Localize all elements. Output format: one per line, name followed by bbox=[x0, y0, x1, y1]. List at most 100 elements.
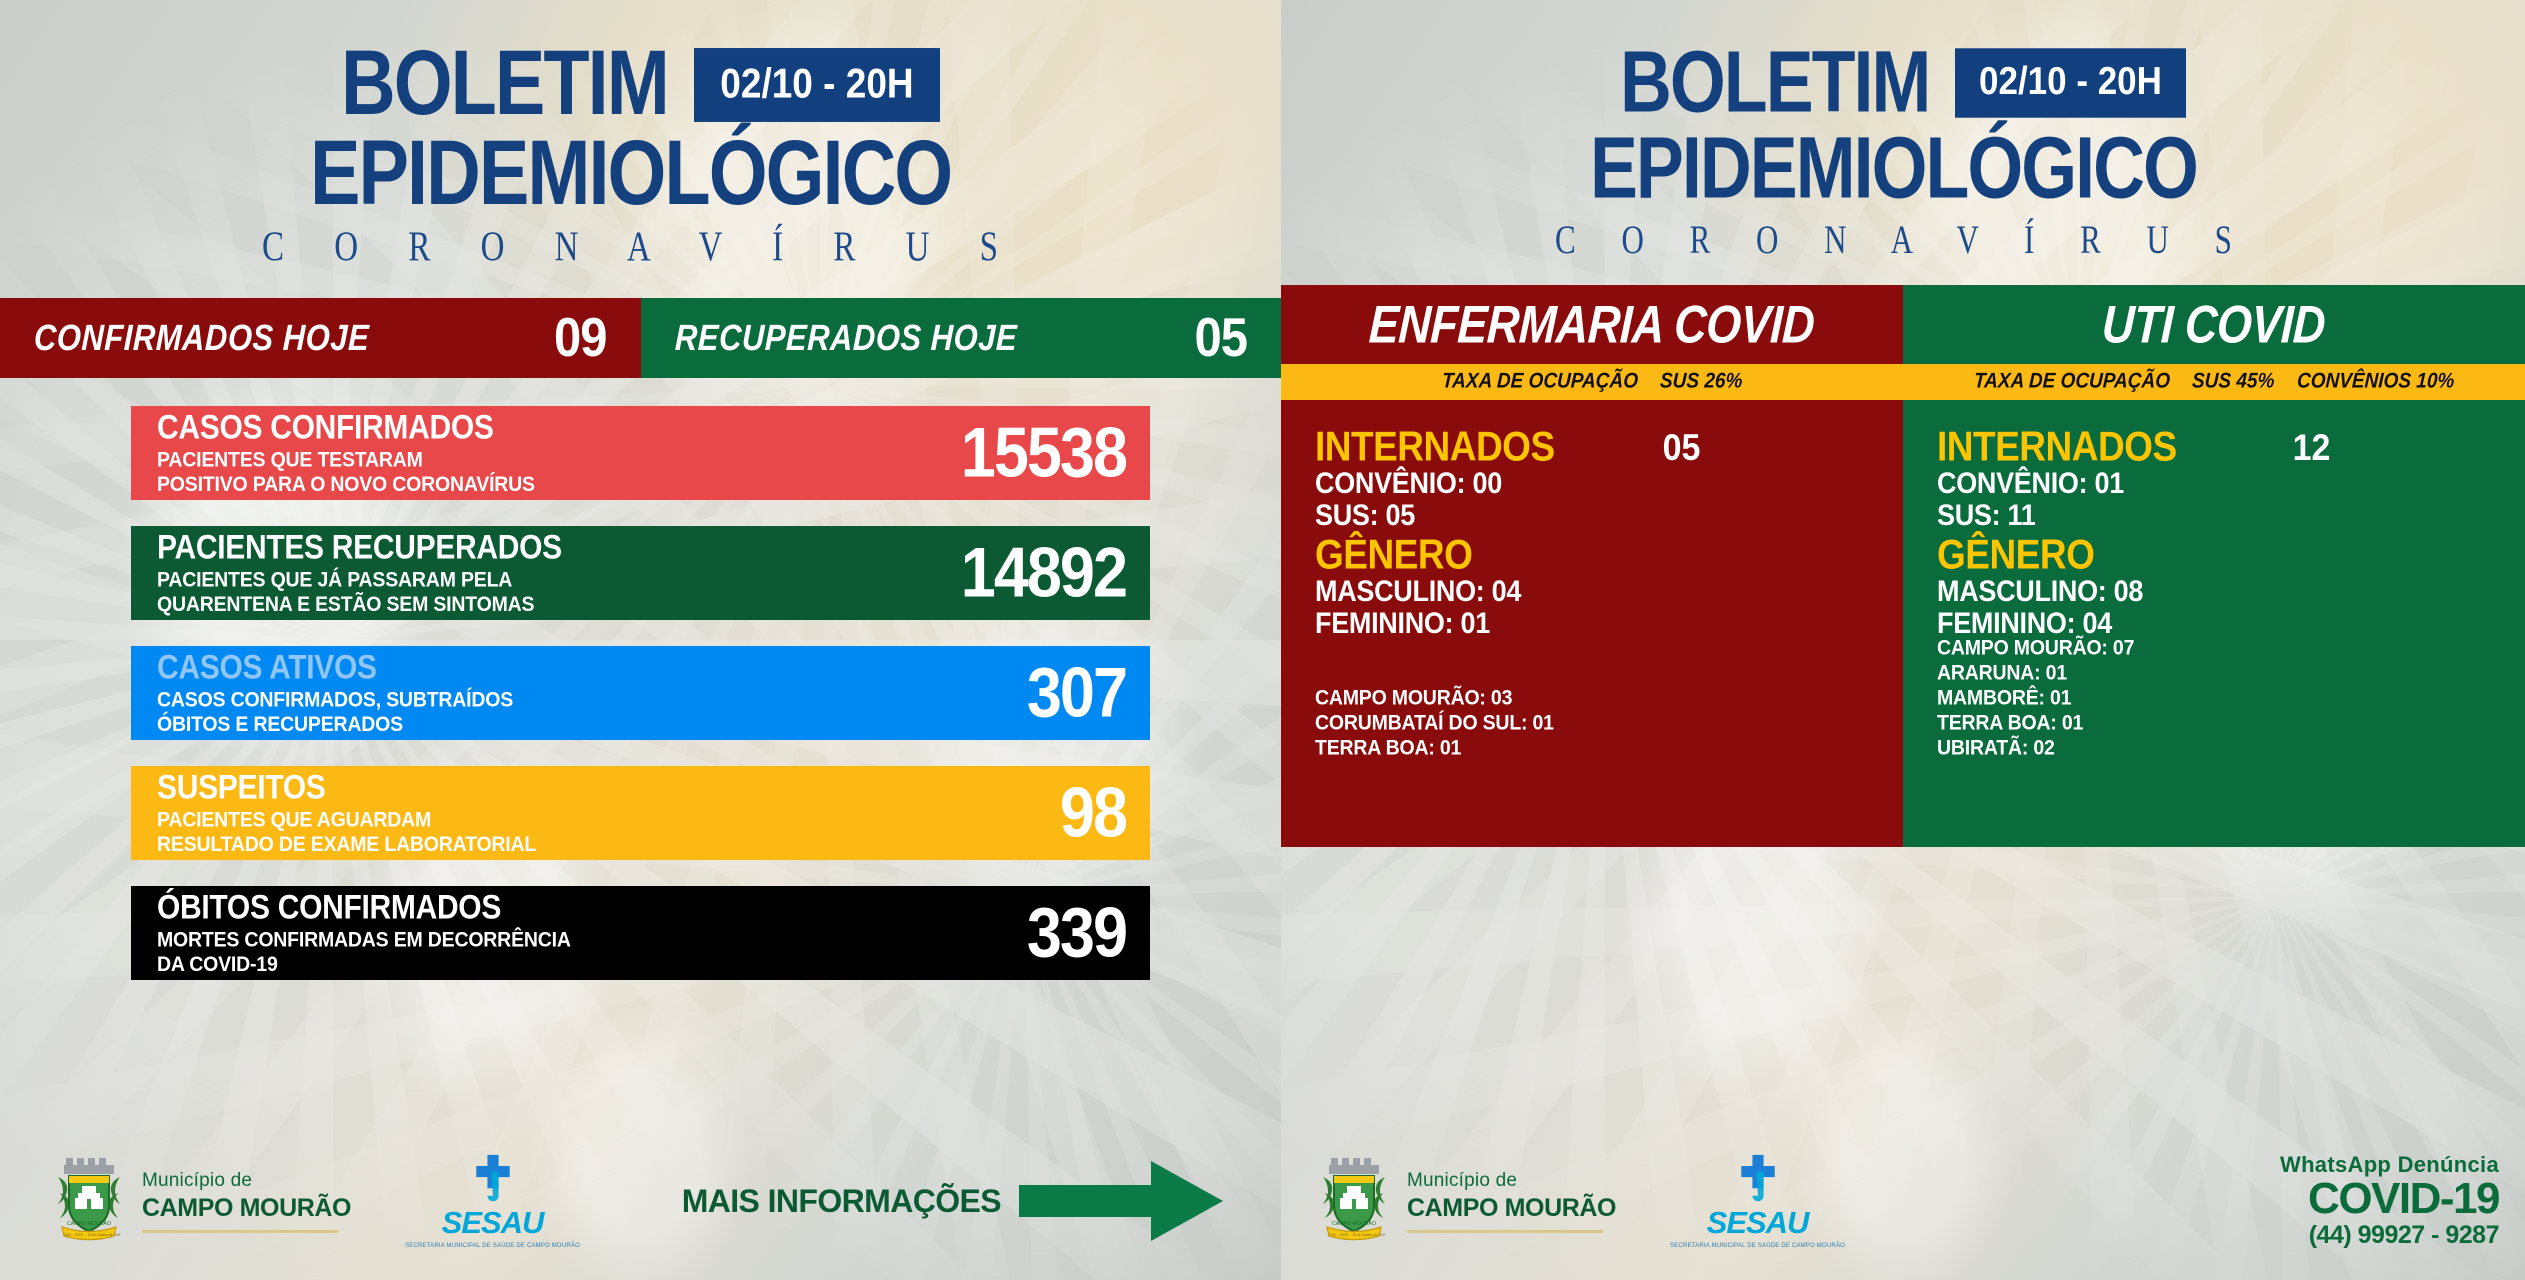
stat-title: PACIENTES RECUPERADOS bbox=[157, 528, 562, 566]
whatsapp-phone: (44) 99927 - 9287 bbox=[2308, 1220, 2500, 1249]
enfermaria-genero-label: GÊNERO bbox=[1315, 531, 1473, 578]
stat-bar-obitos-confirmados: ÓBITOS CONFIRMADOS MORTES CONFIRMADAS EM… bbox=[131, 885, 1150, 980]
uti-masculino: MASCULINO: 08 bbox=[1937, 574, 2144, 608]
city-item: CAMPO MOURÃO: 07 bbox=[1937, 636, 2135, 661]
panel-uti: UTI COVID TAXA DE OCUPAÇÃO SUS 45% CONVÊ… bbox=[1903, 285, 2525, 848]
today-recovered-label: RECUPERADOS HOJE bbox=[673, 316, 1018, 358]
sesau-cross-icon bbox=[475, 1154, 510, 1202]
enfermaria-header: ENFERMARIA COVID bbox=[1281, 285, 1903, 364]
uti-title: UTI COVID bbox=[2101, 293, 2327, 355]
uti-occupancy-strip: TAXA DE OCUPAÇÃO SUS 45% CONVÊNIOS 10% bbox=[1903, 364, 2525, 401]
stat-title: ÓBITOS CONFIRMADOS bbox=[157, 888, 502, 926]
stat-sub-line1: PACIENTES QUE TESTARAM bbox=[157, 448, 423, 473]
municipality-small: Município de bbox=[1407, 1169, 1518, 1191]
panel-enfermaria: ENFERMARIA COVID TAXA DE OCUPAÇÃO SUS 26… bbox=[1281, 285, 1903, 848]
svg-text:CAMPO MOURÃO: CAMPO MOURÃO bbox=[67, 1220, 111, 1227]
enfermaria-sus: SUS: 05 bbox=[1315, 498, 1415, 532]
stat-sub-line1: MORTES CONFIRMADAS EM DECORRÊNCIA bbox=[157, 928, 571, 953]
city-item: CAMPO MOURÃO: 03 bbox=[1315, 686, 1513, 711]
sesau-subtitle: SECRETARIA MUNICIPAL DE SAÚDE DE CAMPO M… bbox=[405, 1243, 581, 1249]
sesau-logo: SESAU SECRETARIA MUNICIPAL DE SAÚDE DE C… bbox=[1670, 1153, 1845, 1249]
today-confirmed-value: 09 bbox=[553, 307, 608, 368]
municipality-small: Município de bbox=[142, 1169, 253, 1191]
enfermaria-taxa-label: TAXA DE OCUPAÇÃO bbox=[1441, 369, 1639, 394]
uti-internados-value: 12 bbox=[2292, 427, 2331, 469]
today-strip: CONFIRMADOS HOJE 09 RECUPERADOS HOJE 05 bbox=[0, 297, 1281, 378]
stat-sub: PACIENTES QUE TESTARAM POSITIVO PARA O N… bbox=[157, 448, 535, 497]
date-badge: 02/10 - 20H bbox=[1955, 48, 2186, 118]
whatsapp-denuncia[interactable]: WhatsApp Denúncia COVID-19 (44) 99927 - … bbox=[2280, 1152, 2501, 1249]
uti-body: INTERNADOS 12 CONVÊNIO: 01 SUS: 11 GÊNER… bbox=[1903, 400, 2525, 847]
today-confirmed-label: CONFIRMADOS HOJE bbox=[33, 316, 370, 358]
uti-cities: CAMPO MOURÃO: 07 ARARUNA: 01 MAMBORÊ: 01… bbox=[1937, 636, 2134, 761]
enfermaria-body: INTERNADOS 05 CONVÊNIO: 00 SUS: 05 GÊNER… bbox=[1281, 400, 1903, 847]
stat-bar-casos-confirmados: CASOS CONFIRMADOS PACIENTES QUE TESTARAM… bbox=[131, 405, 1150, 500]
stat-value: 15538 bbox=[960, 413, 1128, 492]
stat-title: CASOS ATIVOS bbox=[157, 648, 377, 686]
municipality-name: CAMPO MOURÃO bbox=[1407, 1193, 1617, 1222]
mais-informacoes-label: MAIS INFORMAÇÕES bbox=[681, 1182, 1002, 1219]
enfermaria-internados-value: 05 bbox=[1662, 427, 1701, 469]
uti-convenio: CONVÊNIO: 01 bbox=[1937, 466, 2124, 500]
footer-left: CAMPO MOURÃO 1761 - 1575 10 de Outubro d… bbox=[0, 1122, 1281, 1280]
enfermaria-feminino: FEMININO: 01 bbox=[1315, 606, 1490, 640]
page-title-line2: EPIDEMIOLÓGICO bbox=[1590, 118, 2199, 217]
stat-sub: PACIENTES QUE AGUARDAM RESULTADO DE EXAM… bbox=[157, 808, 536, 857]
svg-text:10 de Outubro de 1947: 10 de Outubro de 1947 bbox=[88, 1233, 121, 1237]
page-subtitle: C O R O N A V Í R U S bbox=[261, 224, 1020, 271]
slide-right-hospital: BOLETIM 02/10 - 20H EPIDEMIOLÓGICO C O R… bbox=[1281, 0, 2525, 1280]
stat-value: 14892 bbox=[960, 533, 1128, 612]
stat-value: 307 bbox=[1026, 653, 1128, 732]
municipality-name: CAMPO MOURÃO bbox=[142, 1193, 352, 1222]
municipality-rule bbox=[1407, 1229, 1603, 1233]
today-confirmed: CONFIRMADOS HOJE 09 bbox=[0, 297, 641, 378]
stat-bar-suspeitos: SUSPEITOS PACIENTES QUE AGUARDAM RESULTA… bbox=[131, 765, 1150, 860]
stat-bar-casos-ativos: CASOS ATIVOS CASOS CONFIRMADOS, SUBTRAÍD… bbox=[131, 645, 1150, 740]
mais-informacoes-cta[interactable]: MAIS INFORMAÇÕES bbox=[682, 1155, 1229, 1247]
campo-mourao-coat-of-arms-icon: CAMPO MOURÃO 1761 - 1575 10 de Outubro d… bbox=[1317, 1153, 1391, 1249]
sesau-cross-icon bbox=[1740, 1154, 1775, 1202]
stat-bar-pacientes-recuperados: PACIENTES RECUPERADOS PACIENTES QUE JÁ P… bbox=[131, 525, 1150, 620]
whatsapp-covid-label: COVID-19 bbox=[2308, 1174, 2500, 1224]
stat-sub-line2: POSITIVO PARA O NOVO CORONAVÍRUS bbox=[157, 472, 535, 497]
city-item: TERRA BOA: 01 bbox=[1315, 735, 1462, 761]
uti-taxa-sus: SUS 45% bbox=[2191, 369, 2276, 394]
uti-taxa-convenios: CONVÊNIOS 10% bbox=[2295, 369, 2455, 394]
stat-sub: CASOS CONFIRMADOS, SUBTRAÍDOS ÓBITOS E R… bbox=[157, 688, 514, 737]
uti-sus: SUS: 11 bbox=[1937, 498, 2036, 532]
page-title-line2: EPIDEMIOLÓGICO bbox=[309, 120, 953, 225]
enfermaria-masculino: MASCULINO: 04 bbox=[1315, 574, 1522, 608]
campo-mourao-coat-of-arms-icon: CAMPO MOURÃO 1761 - 1575 10 de Outubro d… bbox=[52, 1153, 126, 1249]
stat-sub-line2: ÓBITOS E RECUPERADOS bbox=[157, 712, 403, 737]
stat-sub: PACIENTES QUE JÁ PASSARAM PELA QUARENTEN… bbox=[157, 568, 562, 617]
arrow-right-icon bbox=[1019, 1161, 1223, 1241]
enfermaria-convenio: CONVÊNIO: 00 bbox=[1315, 466, 1502, 500]
municipality-label: Município de CAMPO MOURÃO bbox=[1407, 1170, 1616, 1233]
enfermaria-cities: CAMPO MOURÃO: 03 CORUMBATAÍ DO SUL: 01 T… bbox=[1315, 686, 1554, 761]
city-item: TERRA BOA: 01 bbox=[1937, 711, 2084, 736]
sesau-wordmark: SESAU bbox=[441, 1205, 545, 1240]
whatsapp-label: WhatsApp Denúncia bbox=[2280, 1152, 2499, 1178]
municipality-rule bbox=[142, 1229, 338, 1233]
sesau-wordmark: SESAU bbox=[1706, 1205, 1810, 1240]
stat-sub: MORTES CONFIRMADAS EM DECORRÊNCIA DA COV… bbox=[157, 928, 571, 977]
footer-right: CAMPO MOURÃO 1761 - 1575 10 de Outubro d… bbox=[1281, 1122, 2525, 1280]
sesau-subtitle: SECRETARIA MUNICIPAL DE SAÚDE DE CAMPO M… bbox=[1670, 1243, 1846, 1249]
header-right: BOLETIM 02/10 - 20H EPIDEMIOLÓGICO C O R… bbox=[1281, 0, 2525, 262]
stat-value: 98 bbox=[1059, 773, 1128, 852]
stat-sub-line1: PACIENTES QUE AGUARDAM bbox=[157, 808, 432, 833]
stat-sub-line1: PACIENTES QUE JÁ PASSARAM PELA bbox=[157, 568, 513, 593]
uti-feminino: FEMININO: 04 bbox=[1937, 606, 2112, 640]
enfermaria-title: ENFERMARIA COVID bbox=[1368, 293, 1817, 355]
svg-text:1761 - 1575: 1761 - 1575 bbox=[63, 1233, 82, 1237]
today-recovered: RECUPERADOS HOJE 05 bbox=[640, 297, 1281, 378]
enfermaria-occupancy-strip: TAXA DE OCUPAÇÃO SUS 26% bbox=[1281, 364, 1903, 401]
city-item: ARARUNA: 01 bbox=[1937, 661, 2067, 686]
uti-internados-row: INTERNADOS 12 bbox=[1937, 424, 2525, 470]
stat-sub-line1: CASOS CONFIRMADOS, SUBTRAÍDOS bbox=[157, 688, 514, 713]
page-title-line1: BOLETIM bbox=[341, 30, 670, 135]
stat-sub-line2: DA COVID-19 bbox=[157, 952, 278, 977]
svg-text:CAMPO MOURÃO: CAMPO MOURÃO bbox=[1332, 1220, 1376, 1227]
enfermaria-internados-label: INTERNADOS bbox=[1315, 423, 1555, 470]
city-item: CORUMBATAÍ DO SUL: 01 bbox=[1315, 711, 1554, 736]
